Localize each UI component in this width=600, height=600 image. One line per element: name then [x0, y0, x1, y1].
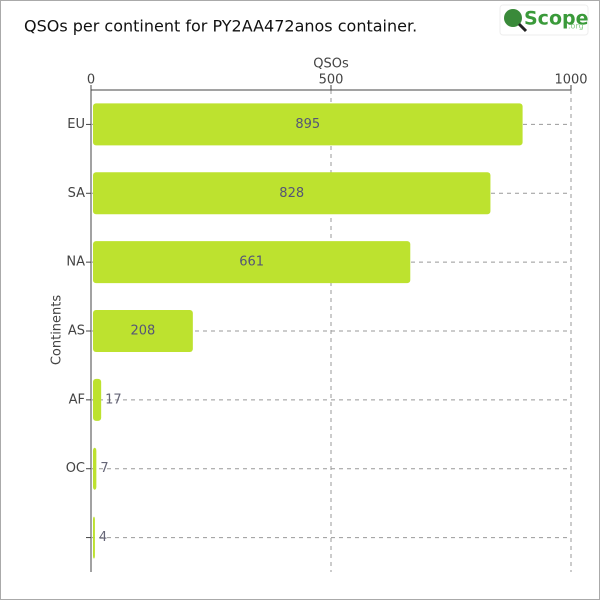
x-tick-label: 1000 — [554, 73, 587, 88]
x-tick-label: 500 — [319, 73, 344, 88]
bar — [93, 378, 102, 421]
value-label: 4 — [99, 530, 107, 545]
value-label: 828 — [279, 186, 304, 201]
bar — [93, 516, 95, 559]
y-tick-label: SA — [68, 186, 85, 201]
y-tick-label: EU — [67, 117, 85, 132]
value-label: 17 — [105, 392, 122, 407]
y-tick-label: OC — [66, 461, 85, 476]
bar — [93, 447, 97, 490]
bar — [93, 241, 411, 284]
value-label: 661 — [239, 255, 264, 270]
logo-suffix: .org — [568, 22, 584, 31]
logo: Scope .org — [499, 4, 589, 36]
bar — [93, 172, 491, 215]
bar — [93, 103, 523, 146]
value-label: 7 — [100, 461, 108, 476]
logo-text: Scope — [524, 8, 589, 30]
logo-icon — [504, 9, 522, 27]
value-label: 208 — [131, 324, 156, 339]
x-axis-label: QSOs — [313, 57, 349, 72]
y-axis-label: Continents — [50, 295, 65, 366]
value-label: 895 — [295, 117, 320, 132]
logo-icon-handle — [517, 22, 528, 33]
chart-title: QSOs per continent for PY2AA472anos cont… — [24, 17, 417, 36]
y-tick-label: AS — [68, 324, 85, 339]
x-tick-label: 0 — [87, 73, 95, 88]
y-tick-label: AF — [69, 392, 85, 407]
bar — [93, 310, 193, 352]
y-tick-label: NA — [66, 255, 85, 270]
